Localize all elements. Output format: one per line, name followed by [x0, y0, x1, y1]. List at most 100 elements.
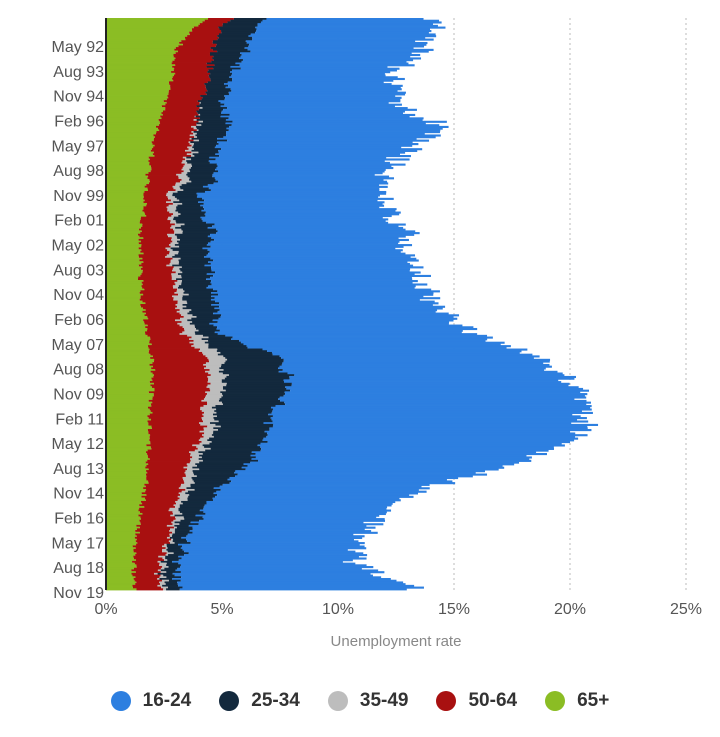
- bar-segment-16-24: [219, 309, 438, 312]
- bar-segment-16-24: [205, 512, 386, 516]
- bar-segment-25-34: [179, 504, 205, 507]
- bar-segment-16-24: [225, 334, 488, 337]
- bar-segment-50-64: [145, 466, 184, 469]
- bar-segment-50-64: [152, 398, 204, 401]
- legend-item[interactable]: 35-49: [327, 690, 408, 712]
- bar-segment-25-34: [206, 93, 229, 96]
- bar-segment-35-49: [192, 456, 202, 459]
- bar-segment-25-34: [180, 519, 200, 522]
- bar-segment-16-24: [223, 136, 436, 139]
- y-tick-label: Nov 94: [53, 89, 104, 106]
- legend-label: 25-34: [251, 690, 300, 711]
- bar-segment-50-64: [140, 220, 171, 223]
- bar-segment-50-64: [143, 194, 167, 197]
- bar-segment-50-64: [142, 209, 168, 212]
- bar-segment-50-64: [135, 571, 161, 574]
- bar-segment-16-24: [190, 542, 365, 545]
- bar-segment-65+: [106, 129, 160, 132]
- bar-segment-16-24: [198, 201, 385, 204]
- bar-segment-65+: [106, 333, 146, 336]
- bar-segment-65+: [106, 204, 147, 207]
- bar-segment-25-34: [186, 182, 214, 185]
- y-tick-label: May 97: [52, 138, 105, 155]
- bar-segment-65+: [106, 208, 144, 211]
- bar-segment-16-24: [232, 69, 397, 72]
- bar-segment-65+: [106, 52, 176, 55]
- bar-segment-35-49: [183, 170, 191, 173]
- bar-segment-16-24: [235, 470, 486, 473]
- bar-segment-65+: [106, 454, 148, 457]
- bar-segment-50-64: [135, 547, 166, 550]
- legend-item[interactable]: 65+: [545, 690, 609, 712]
- bar-segment-35-49: [199, 107, 203, 110]
- bar-segment-65+: [106, 533, 136, 536]
- bar-segment-65+: [106, 307, 144, 310]
- bar-segment-50-64: [189, 31, 222, 34]
- bar-segment-35-49: [191, 336, 209, 339]
- bar-segment-50-64: [160, 122, 197, 125]
- bar-segment-50-64: [143, 206, 167, 209]
- bar-segment-65+: [106, 201, 144, 204]
- bar-segment-16-24: [205, 214, 392, 218]
- bar-segment-50-64: [141, 281, 175, 284]
- bar-segment-25-34: [182, 297, 215, 300]
- bar-segment-50-64: [153, 151, 192, 154]
- bar-segment-65+: [106, 230, 142, 233]
- bar-segment-25-34: [178, 285, 209, 288]
- bar-segment-16-24: [186, 538, 354, 541]
- bar-segment-16-24: [200, 204, 385, 207]
- bar-segment-35-49: [175, 271, 183, 274]
- bar-segment-25-34: [174, 531, 193, 534]
- bar-segment-16-24: [174, 574, 373, 577]
- bar-segment-35-49: [172, 531, 175, 534]
- bar-segment-65+: [106, 38, 186, 41]
- bar-segment-25-34: [219, 398, 279, 401]
- bar-segment-16-24: [203, 511, 387, 514]
- bar-segment-25-34: [183, 288, 214, 291]
- bar-segment-25-34: [198, 151, 219, 154]
- bar-segment-50-64: [147, 471, 185, 474]
- bar-segment-16-24: [210, 257, 417, 260]
- bar-segment-25-34: [215, 405, 276, 408]
- legend-label: 50-64: [468, 690, 518, 711]
- bar-segment-65+: [106, 226, 142, 230]
- bar-segment-25-34: [206, 62, 236, 65]
- bar-segment-50-64: [151, 425, 208, 428]
- bar-segment-35-49: [199, 430, 214, 433]
- bar-segment-65+: [106, 259, 140, 262]
- bar-segment-16-24: [211, 292, 434, 295]
- bar-segment-65+: [106, 211, 145, 214]
- bar-segment-50-64: [149, 341, 190, 344]
- bar-segment-16-24: [219, 485, 422, 488]
- bar-segment-16-24: [180, 579, 397, 582]
- bar-segment-50-64: [157, 127, 194, 130]
- bar-segment-65+: [106, 334, 148, 337]
- bar-segment-16-24: [244, 47, 414, 50]
- bar-segment-50-64: [133, 555, 159, 558]
- bar-segment-35-49: [162, 550, 168, 553]
- bar-segment-65+: [106, 552, 137, 555]
- bar-segment-25-34: [198, 108, 224, 111]
- bar-segment-50-64: [174, 59, 214, 62]
- bar-segment-35-49: [175, 184, 182, 187]
- bar-segment-35-49: [204, 432, 214, 435]
- bar-segment-35-49: [207, 401, 222, 404]
- bar-segment-65+: [106, 398, 153, 401]
- bar-segment-65+: [106, 369, 156, 372]
- bar-segment-35-49: [178, 293, 189, 296]
- bar-segment-35-49: [193, 139, 199, 142]
- bar-segment-50-64: [149, 458, 191, 461]
- bar-segment-25-34: [198, 451, 252, 454]
- bar-segment-65+: [106, 324, 148, 327]
- legend-item[interactable]: 16-24: [110, 690, 191, 712]
- legend-item[interactable]: 25-34: [219, 690, 300, 712]
- bar-segment-25-34: [189, 177, 215, 180]
- bar-segment-25-34: [172, 540, 188, 543]
- bar-segment-35-49: [191, 125, 196, 128]
- legend-item[interactable]: 50-64: [436, 690, 517, 712]
- bar-segment-50-64: [191, 28, 220, 31]
- bar-segment-16-24: [212, 497, 400, 500]
- bar-segment-50-64: [140, 521, 172, 524]
- bar-segment-16-24: [202, 185, 388, 188]
- bar-segment-35-49: [167, 196, 175, 199]
